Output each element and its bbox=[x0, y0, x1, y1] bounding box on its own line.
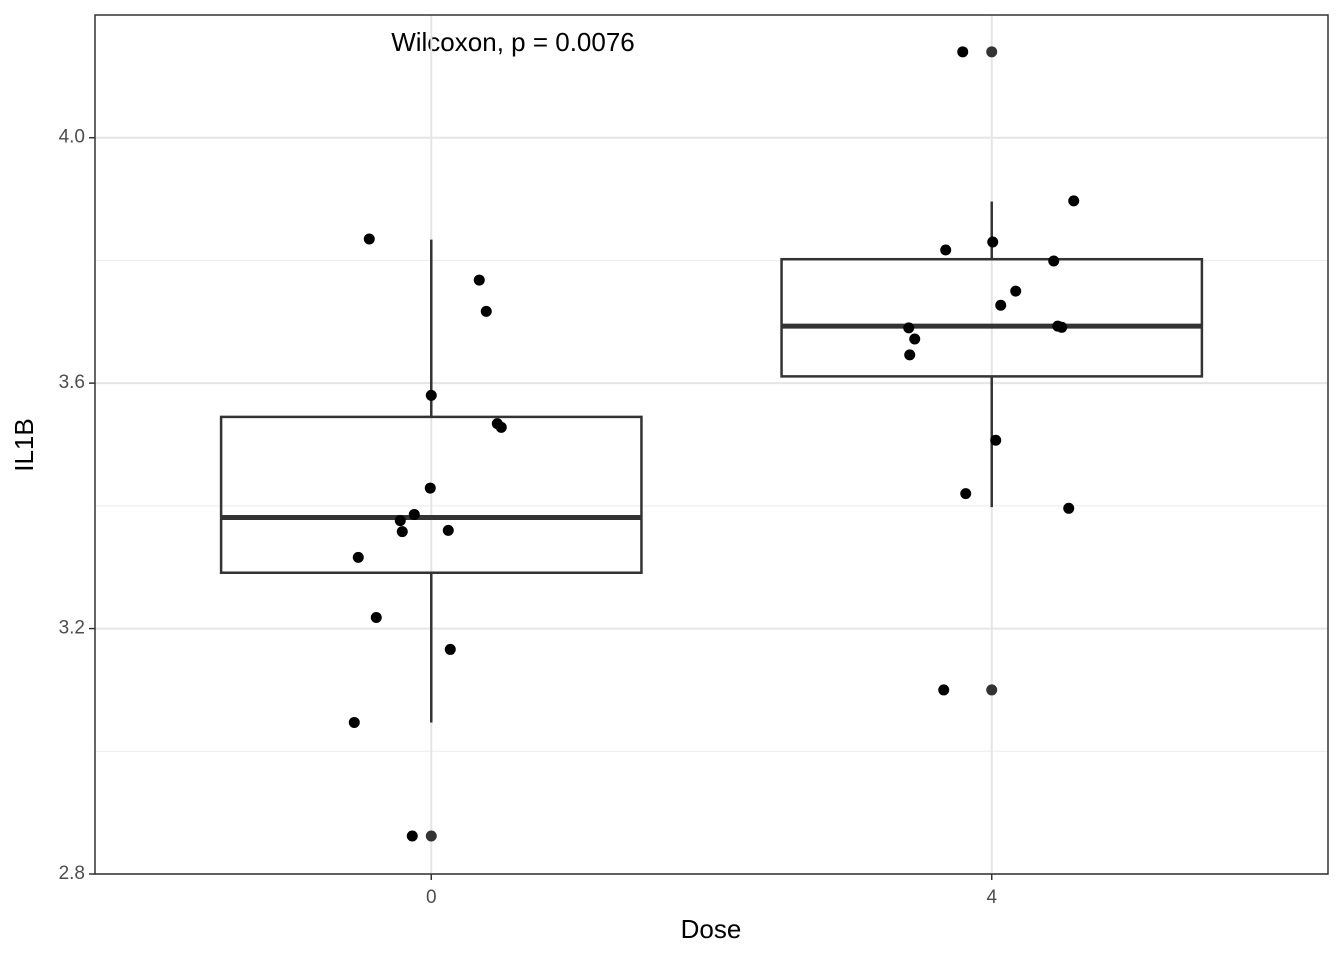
point bbox=[396, 526, 408, 538]
point bbox=[348, 716, 360, 728]
x-axis-label: Dose bbox=[681, 914, 742, 944]
point bbox=[995, 299, 1007, 311]
point bbox=[408, 508, 420, 520]
point bbox=[1063, 502, 1075, 514]
point bbox=[1068, 195, 1080, 207]
point bbox=[940, 244, 952, 256]
point bbox=[406, 830, 418, 842]
y-tick-label: 4.0 bbox=[59, 127, 85, 148]
point bbox=[495, 421, 507, 433]
point bbox=[394, 515, 406, 527]
y-tick-label: 2.8 bbox=[59, 863, 85, 884]
outlier bbox=[986, 46, 998, 58]
point bbox=[1048, 255, 1060, 267]
point bbox=[960, 488, 972, 500]
point bbox=[480, 305, 492, 317]
x-tick-label: 0 bbox=[426, 887, 437, 908]
y-axis-label: IL1B bbox=[9, 418, 39, 472]
outlier bbox=[425, 830, 437, 842]
point bbox=[909, 333, 921, 345]
box bbox=[219, 415, 643, 574]
point bbox=[1010, 285, 1022, 297]
point bbox=[1056, 321, 1068, 333]
point bbox=[370, 612, 382, 624]
y-tick-label: 3.2 bbox=[59, 618, 85, 639]
y-tick-label: 3.6 bbox=[59, 372, 85, 393]
point bbox=[425, 389, 437, 401]
point bbox=[938, 684, 950, 696]
point bbox=[444, 643, 456, 655]
box bbox=[780, 257, 1204, 378]
point bbox=[352, 551, 364, 563]
x-tick-label: 4 bbox=[986, 887, 997, 908]
point bbox=[987, 236, 999, 248]
outlier bbox=[986, 684, 998, 696]
point bbox=[903, 322, 915, 334]
point bbox=[424, 482, 436, 494]
annotation: Wilcoxon, p = 0.0076 bbox=[391, 27, 635, 57]
point bbox=[442, 524, 454, 536]
panel-border bbox=[94, 14, 1329, 875]
point bbox=[957, 46, 969, 58]
point bbox=[363, 233, 375, 245]
point bbox=[904, 349, 916, 361]
point bbox=[990, 434, 1002, 446]
point bbox=[473, 274, 485, 286]
